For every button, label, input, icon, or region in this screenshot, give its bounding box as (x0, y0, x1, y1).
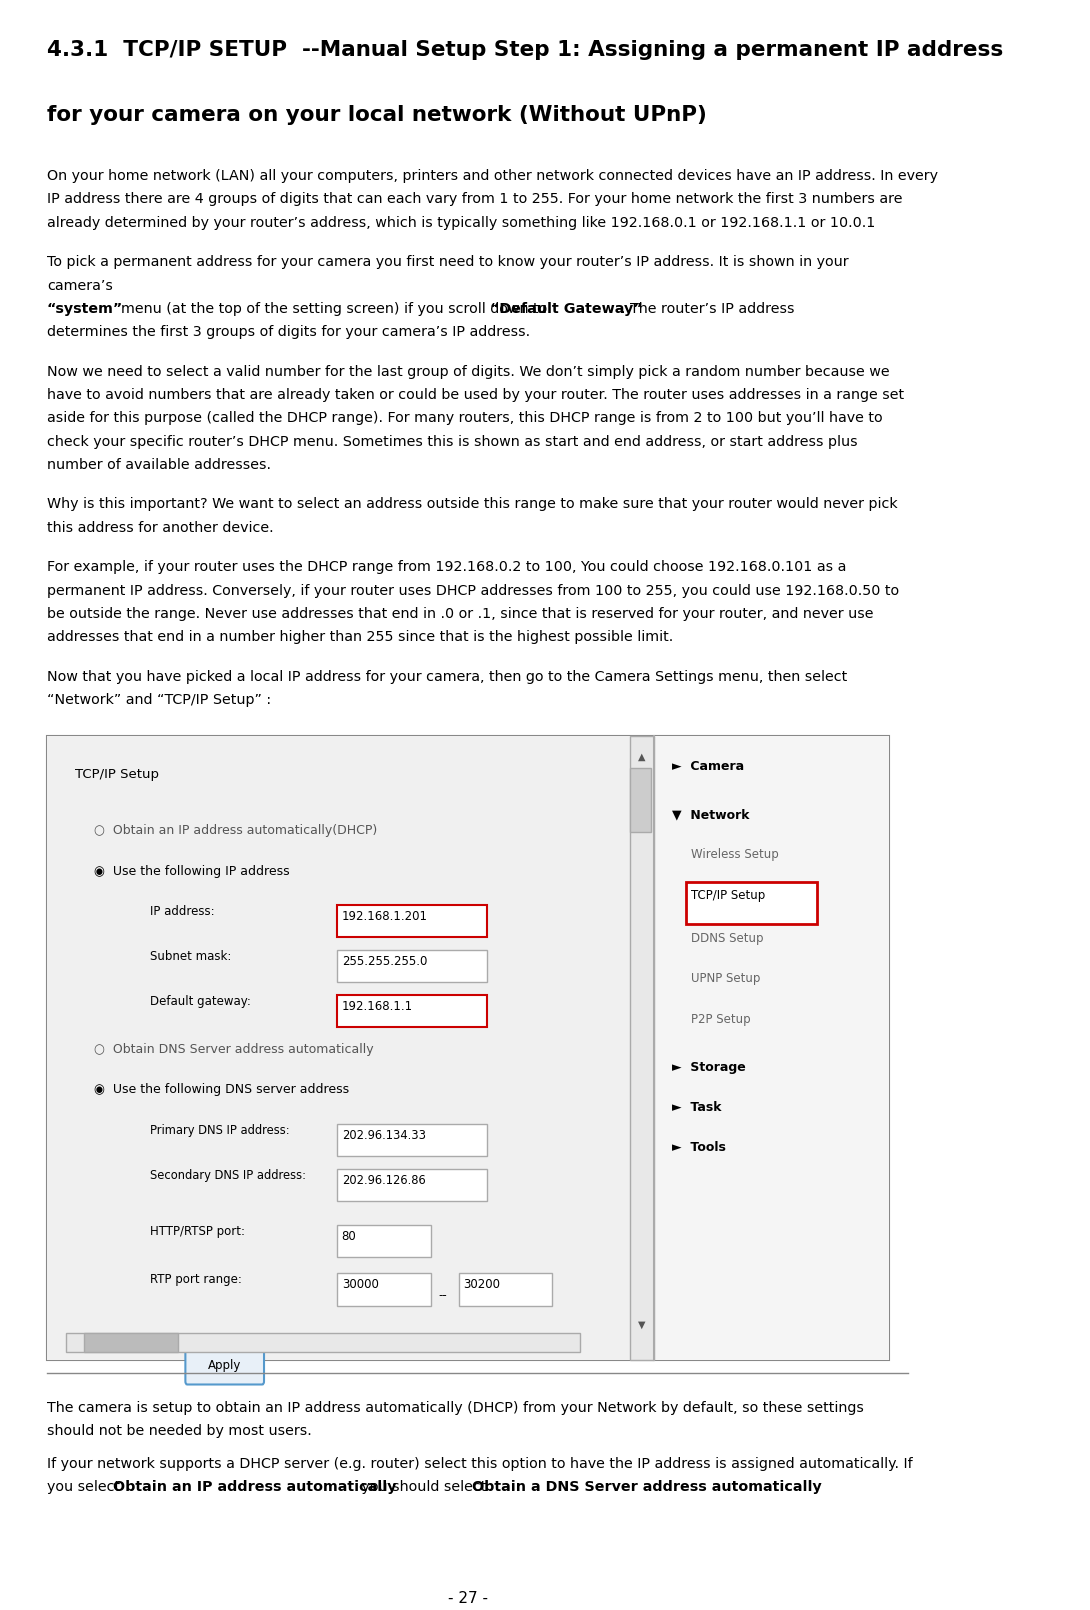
Text: “Default Gateway”: “Default Gateway” (490, 301, 643, 316)
Text: --: -- (438, 1290, 447, 1302)
FancyBboxPatch shape (630, 736, 654, 1360)
FancyBboxPatch shape (337, 1169, 487, 1201)
Text: UPNP Setup: UPNP Setup (691, 972, 761, 985)
Text: .: . (773, 1480, 777, 1494)
Text: ►  Tools: ► Tools (673, 1141, 726, 1154)
FancyBboxPatch shape (337, 1274, 431, 1306)
Text: ◉  Use the following DNS server address: ◉ Use the following DNS server address (94, 1084, 349, 1096)
Text: ○  Obtain an IP address automatically(DHCP): ○ Obtain an IP address automatically(DHC… (94, 824, 377, 837)
Text: RTP port range:: RTP port range: (149, 1274, 242, 1286)
Text: menu (at the top of the setting screen) if you scroll down to: menu (at the top of the setting screen) … (112, 301, 552, 316)
Text: ▲: ▲ (638, 752, 645, 762)
Text: 255.255.255.0: 255.255.255.0 (342, 955, 427, 968)
Text: IP address there are 4 groups of digits that can each vary from 1 to 255. For yo: IP address there are 4 groups of digits … (47, 192, 903, 206)
Text: ▼: ▼ (638, 1320, 645, 1330)
Text: Subnet mask:: Subnet mask: (149, 950, 231, 963)
Text: 30200: 30200 (463, 1278, 500, 1291)
Text: aside for this purpose (called the DHCP range). For many routers, this DHCP rang: aside for this purpose (called the DHCP … (47, 411, 883, 425)
Text: ►  Camera: ► Camera (673, 760, 744, 773)
Text: already determined by your router’s address, which is typically something like 1: already determined by your router’s addr… (47, 216, 875, 230)
Text: ►  Task: ► Task (673, 1101, 722, 1114)
Text: for your camera on your local network (Without UPnP): for your camera on your local network (W… (47, 105, 706, 124)
FancyBboxPatch shape (65, 1333, 581, 1352)
Text: check your specific router’s DHCP menu. Sometimes this is shown as start and end: check your specific router’s DHCP menu. … (47, 435, 858, 449)
Text: have to avoid numbers that are already taken or could be used by your router. Th: have to avoid numbers that are already t… (47, 388, 904, 402)
Text: 192.168.1.1: 192.168.1.1 (342, 1000, 413, 1013)
Text: Primary DNS IP address:: Primary DNS IP address: (149, 1124, 290, 1137)
Text: you select: you select (47, 1480, 124, 1494)
Text: should not be needed by most users.: should not be needed by most users. (47, 1423, 312, 1438)
FancyBboxPatch shape (337, 1225, 431, 1257)
Text: P2P Setup: P2P Setup (691, 1013, 751, 1026)
Text: “system”: “system” (47, 301, 123, 316)
Text: this address for another device.: this address for another device. (47, 520, 274, 535)
FancyBboxPatch shape (654, 736, 889, 1360)
Text: Default gateway:: Default gateway: (149, 995, 251, 1008)
Text: 202.96.126.86: 202.96.126.86 (342, 1174, 425, 1187)
Text: - 27 -: - 27 - (448, 1591, 488, 1605)
Text: 80: 80 (342, 1230, 356, 1243)
FancyBboxPatch shape (185, 1338, 264, 1385)
Text: ○  Obtain DNS Server address automatically: ○ Obtain DNS Server address automaticall… (94, 1043, 373, 1056)
Text: If your network supports a DHCP server (e.g. router) select this option to have : If your network supports a DHCP server (… (47, 1457, 912, 1472)
FancyBboxPatch shape (630, 768, 651, 832)
FancyBboxPatch shape (337, 995, 487, 1027)
Text: 30000: 30000 (342, 1278, 378, 1291)
Text: camera’s: camera’s (47, 279, 112, 293)
Text: On your home network (LAN) all your computers, printers and other network connec: On your home network (LAN) all your comp… (47, 169, 937, 184)
Text: TCP/IP Setup: TCP/IP Setup (75, 768, 159, 781)
Text: permanent IP address. Conversely, if your router uses DHCP addresses from 100 to: permanent IP address. Conversely, if you… (47, 583, 899, 597)
FancyBboxPatch shape (687, 882, 818, 924)
FancyBboxPatch shape (47, 736, 889, 1360)
Text: ►  Storage: ► Storage (673, 1061, 746, 1074)
Text: Obtain an IP address automatically: Obtain an IP address automatically (113, 1480, 397, 1494)
Text: Apply: Apply (208, 1359, 241, 1372)
Text: 202.96.134.33: 202.96.134.33 (342, 1129, 426, 1141)
Text: you should select: you should select (358, 1480, 490, 1494)
Text: Why is this important? We want to select an address outside this range to make s: Why is this important? We want to select… (47, 497, 897, 512)
Text: ▼  Network: ▼ Network (673, 808, 750, 821)
FancyBboxPatch shape (337, 950, 487, 982)
Text: be outside the range. Never use addresses that end in .0 or .1, since that is re: be outside the range. Never use addresse… (47, 607, 873, 621)
Text: Secondary DNS IP address:: Secondary DNS IP address: (149, 1169, 306, 1182)
Text: ◉  Use the following IP address: ◉ Use the following IP address (94, 865, 289, 877)
Text: determines the first 3 groups of digits for your camera’s IP address.: determines the first 3 groups of digits … (47, 325, 530, 340)
Text: Now we need to select a valid number for the last group of digits. We don’t simp: Now we need to select a valid number for… (47, 364, 889, 378)
Text: number of available addresses.: number of available addresses. (47, 457, 270, 472)
Text: IP address:: IP address: (149, 905, 215, 918)
Text: HTTP/RTSP port:: HTTP/RTSP port: (149, 1225, 245, 1238)
Text: 192.168.1.201: 192.168.1.201 (342, 910, 427, 923)
FancyBboxPatch shape (84, 1333, 178, 1352)
Text: 4.3.1  TCP/IP SETUP  --Manual Setup Step 1: Assigning a permanent IP address: 4.3.1 TCP/IP SETUP --Manual Setup Step 1… (47, 40, 1003, 60)
Text: . The router’s IP address: . The router’s IP address (621, 301, 795, 316)
Text: TCP/IP Setup: TCP/IP Setup (691, 889, 765, 902)
Text: The camera is setup to obtain an IP address automatically (DHCP) from your Netwo: The camera is setup to obtain an IP addr… (47, 1401, 863, 1415)
FancyBboxPatch shape (47, 736, 654, 1360)
Text: “Network” and “TCP/IP Setup” :: “Network” and “TCP/IP Setup” : (47, 692, 271, 707)
Text: For example, if your router uses the DHCP range from 192.168.0.2 to 100, You cou: For example, if your router uses the DHC… (47, 560, 846, 575)
Text: DDNS Setup: DDNS Setup (691, 932, 763, 945)
Text: Obtain a DNS Server address automatically: Obtain a DNS Server address automaticall… (472, 1480, 822, 1494)
FancyBboxPatch shape (459, 1274, 553, 1306)
Text: Wireless Setup: Wireless Setup (691, 848, 778, 861)
FancyBboxPatch shape (337, 905, 487, 937)
FancyBboxPatch shape (337, 1124, 487, 1156)
Text: addresses that end in a number higher than 255 since that is the highest possibl: addresses that end in a number higher th… (47, 630, 673, 644)
Text: To pick a permanent address for your camera you first need to know your router’s: To pick a permanent address for your cam… (47, 254, 848, 269)
Text: Now that you have picked a local IP address for your camera, then go to the Came: Now that you have picked a local IP addr… (47, 670, 847, 684)
